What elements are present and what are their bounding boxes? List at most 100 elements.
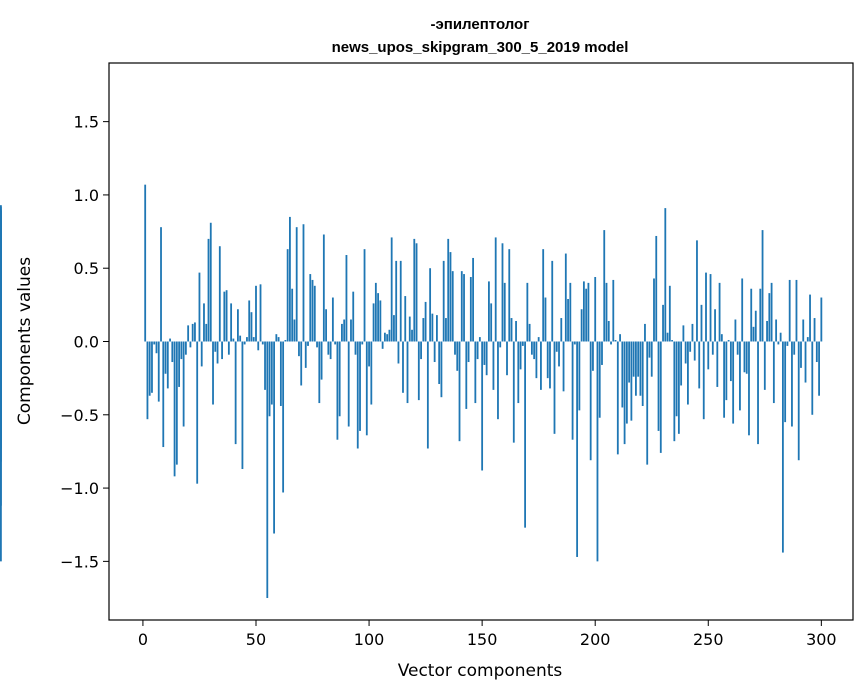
bar: [542, 249, 545, 342]
bar: [791, 341, 793, 427]
bar: [393, 315, 395, 342]
bar: [182, 341, 185, 427]
bar: [221, 341, 223, 360]
bar: [264, 341, 266, 390]
bar: [646, 341, 649, 465]
bar: [426, 341, 429, 449]
bar: [266, 341, 269, 599]
bar: [463, 274, 465, 342]
bar: [402, 341, 404, 393]
x-tick-label: 100: [354, 630, 385, 649]
bar: [151, 341, 153, 393]
bar: [490, 303, 493, 342]
bar: [580, 309, 583, 342]
plot-frame: [108, 62, 854, 621]
bar: [345, 255, 348, 342]
bar: [413, 238, 416, 342]
bar: [727, 340, 730, 342]
bar: [748, 341, 750, 436]
bar: [252, 337, 255, 342]
y-tick-label: 0.0: [74, 333, 99, 352]
x-tick-label: 150: [467, 630, 498, 649]
bar: [815, 341, 818, 363]
bar: [397, 341, 400, 364]
bar: [623, 341, 626, 445]
bar: [540, 341, 542, 390]
bar: [390, 237, 393, 342]
bar: [488, 281, 490, 342]
bar: [582, 281, 585, 342]
bar: [506, 341, 508, 376]
bar: [293, 319, 296, 342]
bar: [535, 341, 538, 379]
bar: [216, 341, 219, 364]
bar: [189, 341, 192, 348]
bar: [800, 341, 802, 368]
bar: [788, 279, 791, 342]
bar: [316, 341, 318, 348]
bar: [759, 288, 762, 342]
bar: [415, 243, 418, 342]
bar: [270, 341, 273, 405]
bar: [598, 341, 601, 418]
bar: [291, 288, 294, 342]
bar: [200, 341, 203, 367]
bar: [153, 341, 156, 345]
bar: [537, 337, 540, 342]
bar: [562, 341, 565, 392]
bar: [655, 235, 658, 342]
bar: [327, 341, 330, 355]
bar: [237, 309, 239, 342]
bar: [356, 341, 359, 449]
bar: [510, 318, 513, 342]
bar: [485, 341, 488, 376]
bar: [374, 282, 377, 342]
bar: [702, 341, 705, 420]
bar: [250, 312, 253, 342]
bar: [171, 341, 174, 363]
bar: [576, 341, 579, 557]
bar: [723, 341, 726, 418]
bar: [739, 341, 741, 411]
bar: [587, 282, 590, 342]
bar: [628, 341, 631, 383]
bar: [318, 341, 321, 404]
y-tick-label: 1.5: [74, 113, 99, 132]
bar: [668, 285, 671, 342]
bar: [155, 341, 158, 354]
bar: [438, 341, 441, 385]
bar: [469, 277, 472, 342]
bar: [257, 341, 260, 351]
bar: [395, 260, 398, 342]
bar: [630, 341, 633, 421]
bar: [673, 341, 676, 442]
bar: [481, 341, 484, 471]
bar: [772, 341, 775, 404]
bar: [644, 323, 646, 342]
bar: [521, 341, 524, 346]
bar: [148, 341, 151, 396]
bar: [420, 341, 422, 360]
bar: [687, 341, 689, 405]
bar: [144, 184, 147, 342]
bar: [754, 310, 757, 342]
bar: [612, 279, 615, 342]
bar: [386, 334, 389, 342]
bar: [268, 341, 271, 417]
bar: [447, 238, 450, 342]
bar: [445, 318, 447, 342]
bar: [741, 278, 744, 342]
bar: [0, 211, 2, 342]
bar: [223, 291, 226, 342]
x-axis-ticks: 0 50 100 150 200 250 300: [138, 620, 837, 649]
bar: [377, 293, 380, 342]
bar: [594, 277, 597, 342]
bar: [641, 341, 644, 406]
bar: [585, 288, 588, 342]
bar: [809, 294, 811, 342]
bar: [811, 341, 814, 415]
bar: [564, 253, 567, 342]
bar: [603, 230, 606, 342]
bar: [227, 341, 230, 355]
bar: [454, 341, 456, 355]
